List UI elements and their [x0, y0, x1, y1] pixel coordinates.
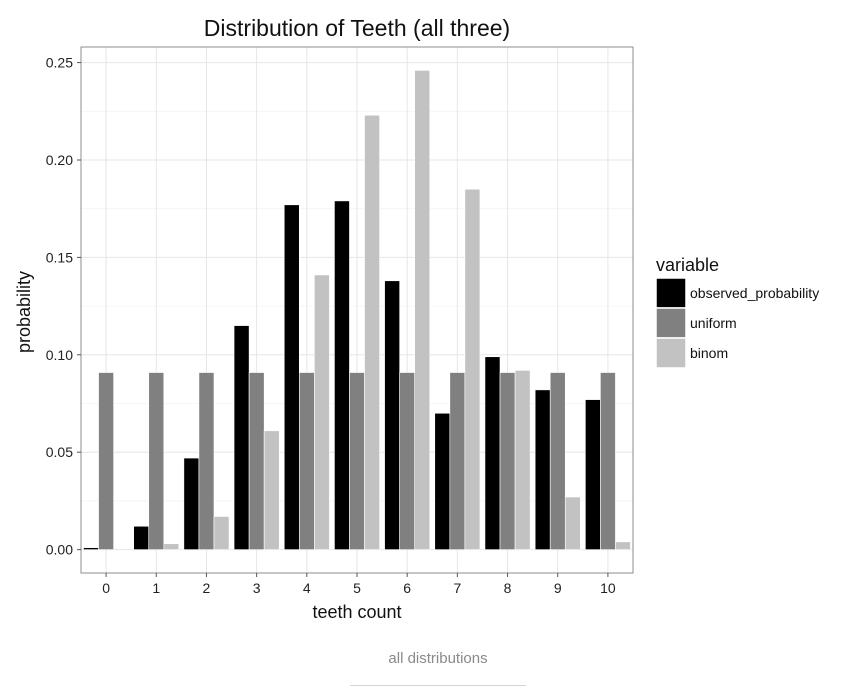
y-tick-label: 0.20	[46, 152, 73, 168]
x-tick-label: 1	[152, 580, 160, 596]
bar-uniform-7	[449, 372, 466, 550]
bar-binom-3	[263, 430, 280, 550]
bar-observed_probability-1	[133, 525, 150, 550]
bar-binom-8	[514, 370, 531, 550]
bar-observed_probability-0	[83, 547, 99, 550]
bar-uniform-10	[600, 372, 616, 550]
x-tick-label: 9	[554, 580, 562, 596]
legend-key-uniform	[655, 307, 687, 339]
bar-binom-1	[163, 543, 180, 550]
bar-observed_probability-4	[283, 204, 300, 550]
bar-uniform-4	[298, 372, 315, 550]
bar-binom-4	[314, 274, 330, 550]
bar-uniform-6	[399, 372, 416, 550]
bar-uniform-5	[349, 372, 365, 550]
y-tick-label: 0.05	[46, 444, 73, 460]
bar-uniform-3	[248, 372, 265, 550]
y-axis-label: probability	[14, 271, 34, 353]
bar-uniform-0	[98, 372, 114, 550]
x-tick-label: 5	[353, 580, 361, 596]
x-axis-label: teeth count	[312, 602, 401, 622]
x-tick-label: 10	[600, 580, 616, 596]
bar-observed_probability-9	[534, 389, 551, 550]
bar-observed_probability-7	[434, 412, 451, 550]
bar-binom-10	[615, 541, 631, 550]
x-tick-label: 3	[253, 580, 261, 596]
legend-title: variable	[656, 255, 719, 275]
plot-area: 0.00 0.05 0.10 0.15 0.20 0.25 0 1 2 3 4 5 6 7 8 9 10	[46, 46, 634, 596]
legend-key-observed_probability	[655, 277, 687, 309]
x-tick-label: 0	[102, 580, 110, 596]
bar-binom-9	[564, 496, 581, 550]
legend-key-binom	[655, 337, 687, 369]
x-tick-label: 8	[504, 580, 512, 596]
bar-uniform-2	[198, 372, 215, 550]
x-tick-label: 7	[453, 580, 461, 596]
legend-label-binom: binom	[690, 345, 728, 361]
bar-observed_probability-2	[183, 457, 200, 550]
legend-label-observed_probability: observed_probability	[690, 285, 819, 301]
bar-observed_probability-5	[334, 200, 350, 550]
y-tick-label: 0.10	[46, 347, 73, 363]
x-tick-label: 2	[203, 580, 211, 596]
bar-uniform-1	[148, 372, 165, 550]
y-tick-label: 0.25	[46, 55, 73, 71]
x-tick-label: 6	[403, 580, 411, 596]
legend-label-uniform: uniform	[690, 315, 737, 331]
bar-binom-6	[414, 70, 431, 550]
x-tick-label: 4	[303, 580, 311, 596]
y-tick-label: 0.15	[46, 249, 73, 265]
bar-observed_probability-6	[384, 280, 400, 550]
chart-title: Distribution of Teeth (all three)	[204, 15, 510, 41]
bar-observed_probability-8	[484, 356, 501, 550]
bar-observed_probability-3	[233, 325, 250, 550]
y-tick-label: 0.00	[46, 542, 73, 558]
bar-uniform-9	[549, 372, 566, 550]
bar-binom-7	[464, 188, 481, 550]
caption-divider	[350, 685, 526, 686]
bar-uniform-8	[499, 372, 516, 550]
bar-observed_probability-10	[585, 399, 601, 550]
bar-binom-5	[364, 114, 380, 550]
bar-binom-2	[213, 516, 230, 550]
chart-caption: all distributions	[388, 650, 488, 667]
